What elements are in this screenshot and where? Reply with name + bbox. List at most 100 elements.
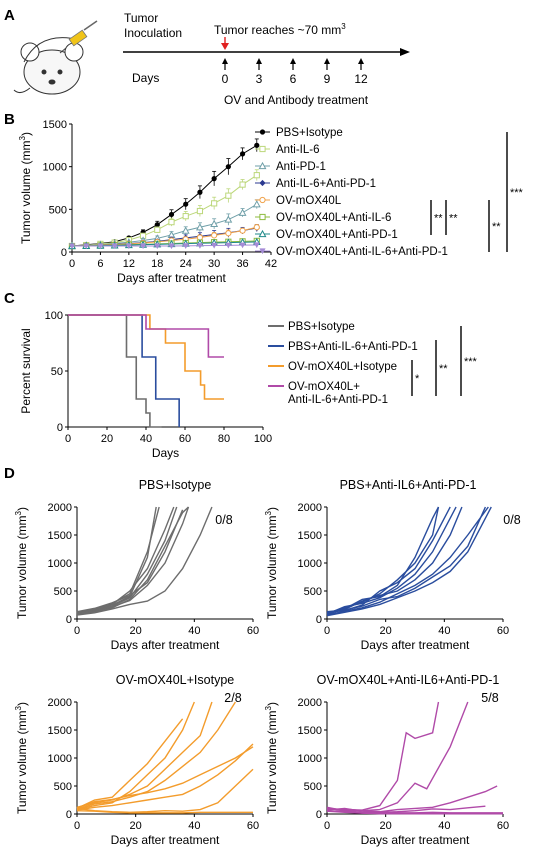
x-tick-label: 0 xyxy=(69,258,75,270)
data-point xyxy=(259,179,266,187)
significance-label: ** xyxy=(449,213,458,225)
data-point xyxy=(259,196,266,204)
x-tick-label: 40 xyxy=(188,820,200,832)
data-point xyxy=(195,223,204,231)
y-tick-label: 1500 xyxy=(298,530,322,542)
x-tick-label: 18 xyxy=(151,258,163,270)
y-axis-label-end: ) xyxy=(15,702,29,706)
survival-curve-blue xyxy=(68,314,180,427)
individual-tumor-line xyxy=(76,506,190,615)
y-tick-label: 1500 xyxy=(48,530,72,542)
data-point xyxy=(239,151,246,157)
tumor-free-count: 2/8 xyxy=(224,691,241,705)
data-point xyxy=(253,224,260,231)
timeline-up-arrow-icon xyxy=(358,58,364,64)
x-tick-label: 24 xyxy=(180,258,192,270)
data-point xyxy=(225,230,232,237)
y-tick-label: 0 xyxy=(316,614,322,626)
y-axis-label: Tumor volume (mm3) xyxy=(264,507,279,619)
legend-label: PBS+Anti-IL-6+Anti-PD-1 xyxy=(288,341,418,353)
y-tick-label: 2000 xyxy=(298,697,322,709)
data-point xyxy=(259,145,266,153)
individual-tumor-line xyxy=(326,506,492,617)
data-point xyxy=(154,222,160,228)
timeline-up-arrow-icon xyxy=(256,58,262,64)
x-tick-label: 20 xyxy=(380,625,392,637)
timeline-treatment-label: OV and Antibody treatment xyxy=(224,93,369,107)
timeline-day-label: 12 xyxy=(354,72,368,86)
y-tick-label: 0 xyxy=(66,809,72,821)
x-tick-label: 40 xyxy=(438,625,450,637)
x-tick-label: 42 xyxy=(265,258,277,270)
individual-tumor-line xyxy=(76,509,184,613)
y-axis-label-text: Tumor volume (mm xyxy=(265,710,279,814)
legend-label: Anti-IL-6+Anti-PD-1 xyxy=(276,178,376,190)
data-point xyxy=(210,219,219,227)
individual-tumor-line xyxy=(76,718,184,810)
timeline-day-label: 6 xyxy=(290,72,297,86)
y-tick-label: 0 xyxy=(66,614,72,626)
chart-d1-pbs-isotype: 0 20 40 60 0 500 1000 1500 2000 Days after treatm… xyxy=(14,478,259,652)
chart-d2-pbs-antibodies: 0 20 40 60 0 500 1000 1500 2000 Days after treatm… xyxy=(264,478,521,652)
x-tick-label: 60 xyxy=(247,820,259,832)
y-axis-label-text: Tumor volume (mm xyxy=(265,515,279,619)
x-tick-label: 20 xyxy=(130,625,142,637)
y-axis-label-text: Percent survival xyxy=(19,328,33,413)
panel-label-c: C xyxy=(4,290,15,307)
individual-tumor-line xyxy=(326,805,486,814)
syringe-icon xyxy=(59,20,98,54)
significance-label: ** xyxy=(492,221,501,233)
timeline-day-label: 3 xyxy=(256,72,263,86)
individual-tumor-line xyxy=(326,701,440,811)
data-point xyxy=(154,226,161,233)
y-axis-label-end: ) xyxy=(265,507,279,511)
x-tick-label: 80 xyxy=(218,433,230,445)
timeline-days-label: Days xyxy=(132,71,159,85)
y-tick-label: 500 xyxy=(54,586,72,598)
significance-label: ** xyxy=(434,213,443,225)
timeline-arrowhead-icon xyxy=(400,48,410,56)
survival-curve-survorange xyxy=(68,314,224,400)
data-point xyxy=(253,242,260,249)
y-tick-label: 500 xyxy=(49,204,67,216)
legend-label: OV-mOX40L+Anti-PD-1 xyxy=(276,229,398,241)
data-point xyxy=(68,243,76,250)
x-tick-label: 40 xyxy=(438,820,450,832)
individual-tumor-line xyxy=(76,743,254,811)
y-axis-label-sup: 3 xyxy=(264,510,273,515)
x-tick-label: 20 xyxy=(101,433,113,445)
y-tick-label: 2000 xyxy=(48,697,72,709)
data-point xyxy=(258,229,267,238)
data-point xyxy=(225,164,231,170)
y-tick-label: 50 xyxy=(51,366,63,378)
x-axis-label: Days xyxy=(152,446,179,460)
panel-label-b: B xyxy=(4,111,15,128)
individual-tumor-line xyxy=(326,506,451,613)
chart-d4-ov-antibodies: 0 20 40 60 0 500 1000 1500 2000 Days after treatm… xyxy=(264,673,509,847)
individual-tumor-line xyxy=(76,746,254,809)
data-point xyxy=(211,242,218,249)
data-point xyxy=(211,232,218,239)
legend-label: Anti-PD-1 xyxy=(276,161,326,173)
significance-label: * xyxy=(415,373,420,385)
y-tick-label: 1000 xyxy=(298,558,322,570)
data-point xyxy=(211,200,218,207)
y-axis-label-text: Tumor volume (mm xyxy=(15,710,29,814)
x-tick-label: 60 xyxy=(179,433,191,445)
x-tick-label: 36 xyxy=(236,258,248,270)
survival-curve-gray xyxy=(68,314,162,428)
y-axis-label-end: ) xyxy=(15,507,29,511)
chart-c-legend: PBS+Isotype PBS+Anti-IL-6+Anti-PD-1 OV-mOX… xyxy=(268,321,478,406)
data-point xyxy=(168,219,175,226)
individual-tumor-line xyxy=(326,506,440,615)
legend-label: Anti-IL-6 xyxy=(276,144,319,156)
data-point xyxy=(196,207,204,215)
data-point xyxy=(258,161,267,170)
data-point xyxy=(225,192,232,199)
panel-title: PBS+Anti-IL6+Anti-PD-1 xyxy=(340,478,477,492)
panel-title: PBS+Isotype xyxy=(139,478,212,492)
x-axis-label: Days after treatment xyxy=(117,271,226,285)
data-point xyxy=(238,208,247,216)
chart-b-tumor-growth: 0 6 12 18 24 30 36 42 0 500 1000 1500 Days after tre… xyxy=(18,119,277,285)
data-point xyxy=(225,242,232,249)
